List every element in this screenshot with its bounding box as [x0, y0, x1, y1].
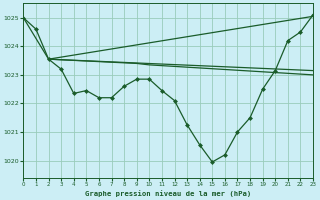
X-axis label: Graphe pression niveau de la mer (hPa): Graphe pression niveau de la mer (hPa) — [85, 190, 251, 197]
